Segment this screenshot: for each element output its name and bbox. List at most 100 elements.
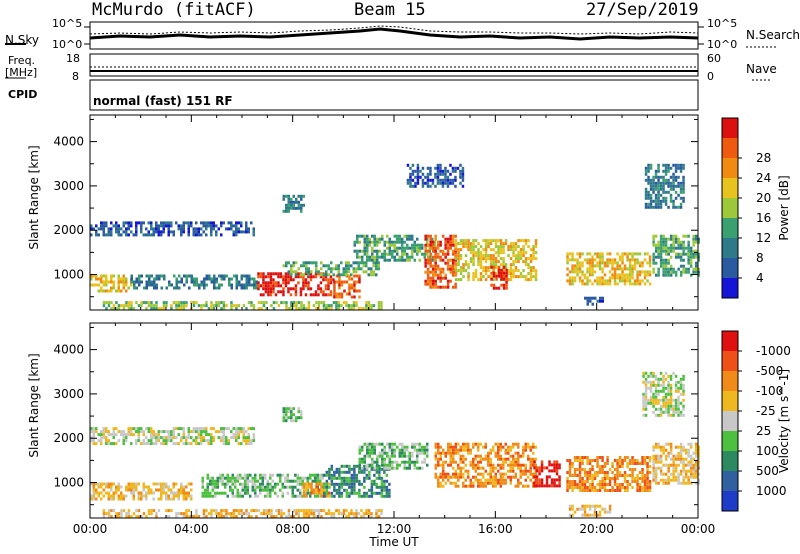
data-cell: [250, 442, 253, 446]
data-cell: [319, 281, 323, 285]
data-cell: [529, 445, 532, 449]
data-cell: [292, 203, 295, 207]
data-cell: [383, 243, 386, 247]
data-cell: [97, 439, 100, 443]
data-cell: [130, 482, 133, 486]
data-cell: [388, 442, 391, 446]
data-cell: [452, 472, 455, 476]
data-cell: [494, 478, 497, 482]
data-cell: [603, 483, 607, 486]
data-cell: [497, 265, 501, 269]
data-cell: [157, 224, 160, 228]
data-cell: [603, 477, 607, 480]
data-cell: [553, 478, 556, 482]
data-cell: [571, 270, 574, 274]
data-cell: [271, 485, 274, 489]
data-cell: [638, 279, 642, 283]
data-cell: [115, 301, 118, 305]
data-cell: [424, 249, 427, 253]
data-cell: [649, 193, 653, 197]
data-cell: [474, 275, 478, 279]
data-cell: [517, 442, 520, 446]
data-cell: [165, 494, 168, 498]
data-cell: [489, 451, 492, 455]
data-cell: [401, 258, 404, 262]
data-cell: [467, 272, 470, 276]
data-cell: [130, 283, 133, 287]
data-cell: [385, 479, 389, 483]
data-cell: [424, 175, 427, 179]
data-cell: [358, 466, 361, 470]
data-cell: [641, 474, 644, 477]
data-cell: [679, 386, 683, 390]
data-cell: [652, 463, 655, 467]
data-cell: [596, 252, 599, 256]
data-cell: [130, 230, 133, 234]
data-cell: [155, 433, 158, 437]
data-cell: [618, 483, 622, 486]
data-cell: [657, 202, 660, 206]
data-cell: [571, 474, 574, 477]
data-cell: [187, 227, 190, 231]
data-cell: [287, 290, 290, 294]
data-cell: [497, 469, 500, 473]
data-cell: [618, 489, 622, 492]
data-cell: [487, 254, 490, 258]
data-cell: [512, 466, 515, 470]
data-cell: [596, 276, 599, 280]
data-cell: [327, 284, 330, 288]
data-cell: [290, 206, 293, 210]
data-cell: [500, 271, 503, 275]
data-cell: [535, 481, 539, 485]
data-cell: [449, 454, 452, 458]
data-cell: [433, 240, 436, 244]
data-cell: [444, 261, 447, 265]
data-cell: [529, 478, 532, 482]
data-cell: [667, 463, 670, 467]
data-cell: [591, 468, 594, 471]
data-cell: [586, 474, 589, 477]
data-cell: [672, 469, 675, 473]
data-cell: [190, 436, 193, 440]
data-cell: [502, 260, 505, 264]
data-cell: [633, 264, 637, 268]
data-cell: [304, 272, 308, 276]
data-cell: [593, 264, 597, 268]
data-cell: [160, 491, 163, 495]
data-cell: [300, 307, 303, 311]
data-cell: [290, 270, 293, 274]
data-cell: [315, 485, 318, 489]
data-cell: [682, 249, 685, 253]
data-cell: [472, 463, 475, 467]
data-cell: [416, 451, 419, 455]
data-cell: [337, 270, 340, 274]
data-cell: [307, 261, 310, 265]
data-cell: [628, 459, 632, 462]
data-cell: [122, 442, 125, 446]
data-cell: [456, 166, 460, 170]
data-cell: [618, 465, 622, 468]
data-cell: [662, 196, 665, 200]
data-cell: [205, 430, 208, 434]
data-cell: [603, 462, 607, 465]
data-cell: [235, 224, 238, 228]
data-cell: [654, 478, 658, 482]
data-cell: [228, 277, 231, 281]
data-cell: [302, 284, 305, 288]
data-cell: [621, 465, 624, 468]
data-cell: [514, 442, 517, 446]
data-cell: [534, 478, 537, 482]
data-cell: [241, 488, 244, 492]
data-cell: [682, 270, 685, 274]
data-cell: [355, 491, 359, 495]
data-cell: [467, 263, 470, 267]
data-cell: [439, 258, 442, 262]
data-cell: [361, 466, 364, 470]
data-cell: [479, 460, 482, 464]
data-cell: [631, 252, 634, 256]
data-cell: [358, 491, 361, 495]
data-cell: [644, 380, 648, 384]
data-cell: [140, 274, 143, 278]
data-cell: [566, 252, 569, 256]
data-cell: [140, 494, 143, 498]
